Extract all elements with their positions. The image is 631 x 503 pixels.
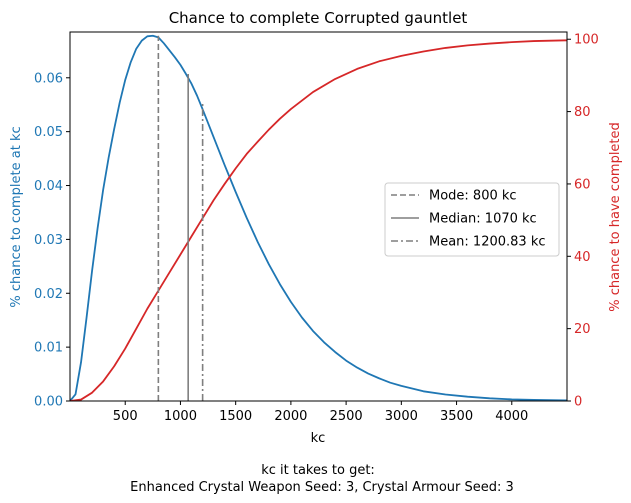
x-tick-label: 1000 <box>164 409 197 424</box>
y-right-tick-label: 40 <box>574 250 591 265</box>
chart-title: Chance to complete Corrupted gauntlet <box>169 9 468 27</box>
y-left-tick-label: 0.05 <box>34 125 63 140</box>
legend-entry: Median: 1070 kc <box>429 212 537 227</box>
y-left-axis-label: % chance to complete at kc <box>9 126 24 307</box>
pdf-series-line <box>70 34 567 401</box>
y-left-tick-label: 0.04 <box>34 179 63 194</box>
cdf-series-line <box>70 39 567 401</box>
y-left-tick-label: 0.02 <box>34 287 63 302</box>
plot-frame <box>69 31 568 402</box>
y-right-axis-label: % chance to have completed <box>608 122 623 312</box>
legend-entry: Mode: 800 kc <box>429 189 517 204</box>
legend-entry: Mean: 1200.83 kc <box>429 235 546 250</box>
y-right-tick-label: 80 <box>574 105 591 120</box>
y-left-tick-label: 0.00 <box>34 395 63 410</box>
x-axis-label: kc <box>311 431 326 446</box>
caption-line-1: kc it takes to get: <box>261 463 375 478</box>
x-tick-label: 500 <box>113 409 138 424</box>
y-right-tick-label: 0 <box>574 395 582 410</box>
y-right-tick-label: 100 <box>574 33 599 48</box>
x-tick-label: 3500 <box>440 409 473 424</box>
y-left-tick-label: 0.03 <box>34 233 63 248</box>
x-tick-label: 2000 <box>274 409 307 424</box>
y-left-tick-label: 0.06 <box>34 71 63 86</box>
plot-series-group <box>70 34 567 401</box>
y-right-tick-label: 20 <box>574 322 591 337</box>
y-left-tick-label: 0.01 <box>34 341 63 356</box>
x-tick-label: 1500 <box>219 409 252 424</box>
x-tick-label: 4000 <box>495 409 528 424</box>
x-tick-label: 2500 <box>330 409 363 424</box>
x-tick-label: 3000 <box>385 409 418 424</box>
y-right-tick-label: 60 <box>574 177 591 192</box>
caption-line-2: Enhanced Crystal Weapon Seed: 3, Crystal… <box>130 480 514 495</box>
legend-box <box>384 182 560 257</box>
